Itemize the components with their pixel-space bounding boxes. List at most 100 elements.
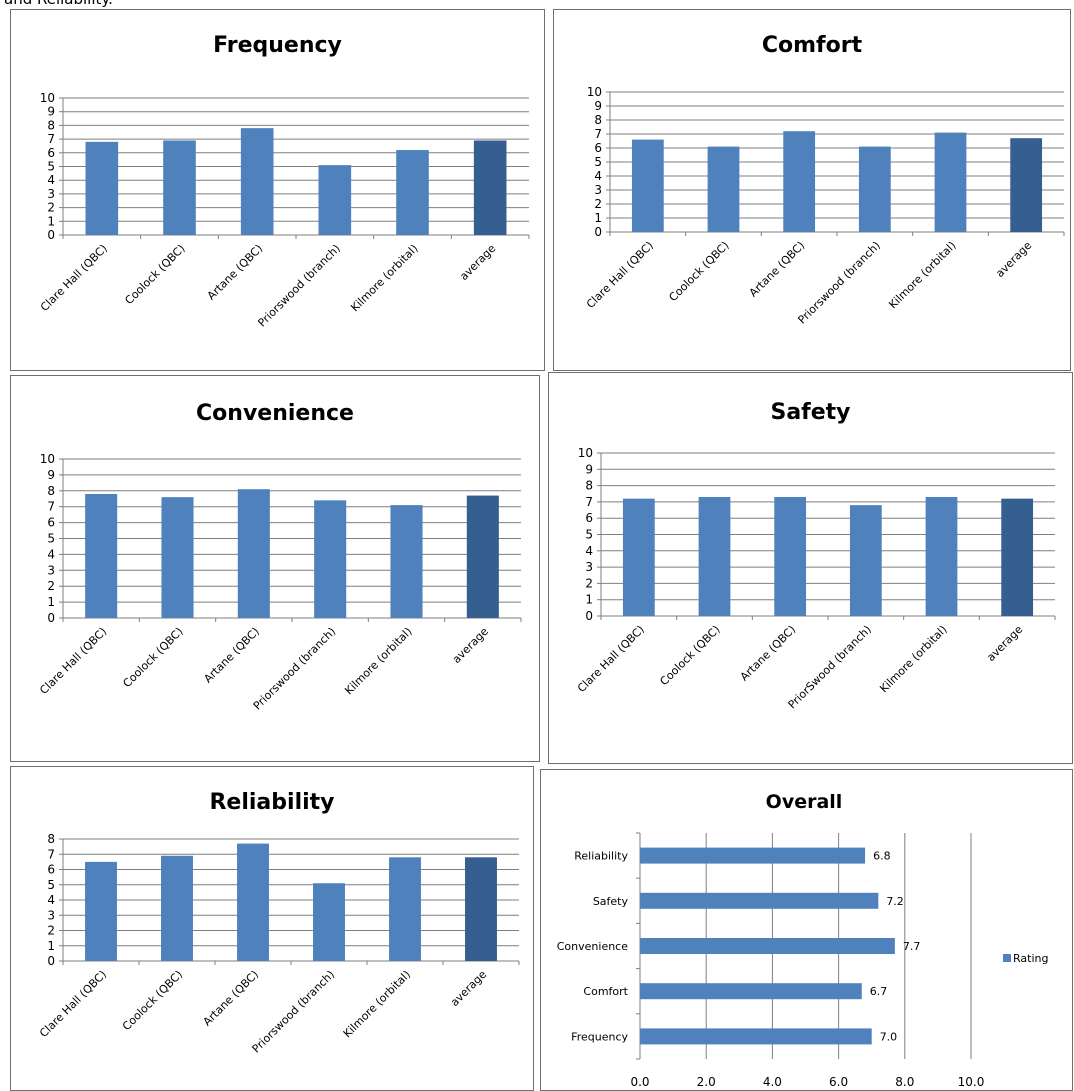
y-tick-label: 5: [47, 532, 55, 546]
chart-svg-convenience: Convenience 0 1 2 3 45 6 7 8 9 10 Clare Hall (QBC) C…: [37, 401, 522, 713]
y-tick-label: 3: [47, 563, 55, 577]
y-tick-label: 5: [585, 528, 593, 542]
y-tick-label: 6: [585, 511, 593, 525]
x-category-label: Coolock (QBC): [120, 625, 185, 690]
data-label: 7.7: [903, 940, 921, 953]
bar-average: [1010, 138, 1043, 232]
x-category-label: average: [993, 239, 1034, 280]
bar-artane-qbc: [237, 843, 269, 961]
y-tick-label: 7: [47, 847, 55, 861]
x-category-label: Clare Hall (QBC): [37, 625, 109, 697]
y-tick-label: 2: [47, 579, 55, 593]
y-tick-label: 1: [47, 939, 55, 953]
legend-label: Rating: [1013, 952, 1048, 965]
x-category-label: Coolock (QBC): [122, 242, 187, 307]
y-tick-label: 4: [47, 547, 55, 561]
bar-convenience: [640, 938, 895, 954]
y-tick-label: 1: [47, 595, 55, 609]
chart-panel-convenience: Convenience 0 1 2 3 4 5 6 7 8 9 10 Clare Hall (QBC) C…: [10, 375, 540, 762]
y-tick-label: 4: [47, 173, 55, 187]
bar-artane-qbc: [783, 131, 816, 232]
bar-artane-qbc: [774, 497, 807, 616]
y-tick-label: 2: [585, 576, 593, 590]
y-category-label: Frequency: [571, 1030, 628, 1043]
x-category-label: Kilmore (orbital): [342, 625, 414, 697]
y-tick-label: 4: [47, 893, 55, 907]
chart-panel-overall: Overall 0.0 2.0 4.0 6.0 8.0 10.0 Reliability 6.8…: [540, 769, 1073, 1091]
bar-priorswood-branch: [849, 505, 882, 616]
y-category-label: Comfort: [583, 985, 628, 998]
y-tick-label: 7: [47, 132, 55, 146]
y-category-label: Convenience: [557, 940, 628, 953]
y-tick-label: 10: [587, 85, 602, 99]
bar-priorswood-branch: [314, 500, 347, 618]
x-category-label: Coolock (QBC): [120, 968, 185, 1033]
y-tick-label: 8: [47, 118, 55, 132]
x-category-label: Kilmore (orbital): [877, 623, 949, 695]
x-tick-label: 4.0: [763, 1075, 782, 1089]
bar-priorswood-branch: [858, 146, 891, 232]
chart-title: Overall: [766, 791, 843, 813]
chart-panel-frequency: Frequency 0 1 2 3 4 5 6 7 8 9 10 Clare Hall (QBC) Coo…: [10, 9, 545, 371]
y-tick-label: 3: [47, 187, 55, 201]
x-category-label: average: [457, 242, 498, 283]
y-tick-label: 10: [578, 446, 593, 460]
bar-reliability: [640, 847, 866, 864]
chart-title: Safety: [770, 400, 850, 425]
chart-title: Frequency: [213, 33, 342, 58]
y-tick-label: 5: [47, 878, 55, 892]
bar-comfort: [640, 983, 862, 1000]
bar-kilmore-orbital: [390, 505, 423, 618]
x-category-label: Priorswood (branch): [795, 239, 883, 327]
x-category-label: Clare Hall (QBC): [38, 242, 110, 314]
y-tick-label: 3: [47, 908, 55, 922]
y-tick-label: 0: [47, 228, 55, 242]
y-tick-label: 10: [40, 452, 55, 466]
bar-priorswood-branch: [313, 883, 345, 961]
bar-average: [466, 495, 499, 618]
y-tick-label: 9: [585, 462, 593, 476]
y-category-label: Reliability: [574, 850, 628, 863]
bar-clare-hall-qbc: [631, 139, 664, 232]
chart-panel-safety: Safety 0 1 2 3 4 5 6 7 8 9 10 Clare Hall (QBC) Cooloc…: [548, 372, 1073, 764]
legend-swatch: [1003, 954, 1011, 962]
x-category-label: Priorswood (branch): [251, 625, 339, 713]
x-category-label: Priorswood (branch): [250, 968, 338, 1056]
bar-coolock-qbc: [707, 146, 740, 232]
bar-kilmore-orbital: [934, 132, 967, 232]
chart-title: Reliability: [209, 790, 334, 815]
y-tick-label: 3: [594, 183, 602, 197]
data-label: 7.0: [880, 1030, 898, 1043]
chart-panel-reliability: Reliability 0 1 2 3 4 5 6 7 8 Clare Hall (QBC) Cool…: [10, 766, 534, 1091]
y-tick-label: 8: [585, 479, 593, 493]
x-tick-label: 10.0: [958, 1075, 985, 1089]
bar-kilmore-orbital: [396, 150, 429, 235]
y-tick-label: 0: [585, 609, 593, 623]
bar-average: [1001, 498, 1034, 616]
bar-coolock-qbc: [163, 140, 196, 235]
bar-coolock-qbc: [698, 497, 731, 616]
y-tick-label: 8: [47, 484, 55, 498]
bar-frequency: [640, 1028, 872, 1045]
chart-svg-overall: Overall 0.0 2.0 4.0 6.0 8.0 10.0 Reliability 6.8…: [557, 791, 1049, 1089]
x-tick-label: 2.0: [697, 1075, 716, 1089]
y-tick-label: 7: [594, 127, 602, 141]
chart-title: Comfort: [762, 33, 863, 58]
y-tick-label: 9: [47, 468, 55, 482]
x-category-label: Artane (QBC): [747, 239, 808, 300]
x-category-label: Artane (QBC): [201, 968, 262, 1029]
y-tick-label: 9: [594, 99, 602, 113]
bar-kilmore-orbital: [925, 497, 958, 616]
x-category-label: average: [448, 968, 489, 1009]
y-tick-label: 1: [47, 214, 55, 228]
x-tick-label: 6.0: [829, 1075, 848, 1089]
x-category-label: average: [984, 623, 1025, 664]
x-category-label: PriorSwood (branch): [786, 623, 874, 711]
bar-coolock-qbc: [161, 855, 193, 961]
bar-clare-hall-qbc: [85, 861, 117, 961]
y-tick-label: 2: [47, 201, 55, 215]
x-category-label: Artane (QBC): [201, 625, 262, 686]
x-category-label: Kilmore (orbital): [886, 239, 958, 311]
